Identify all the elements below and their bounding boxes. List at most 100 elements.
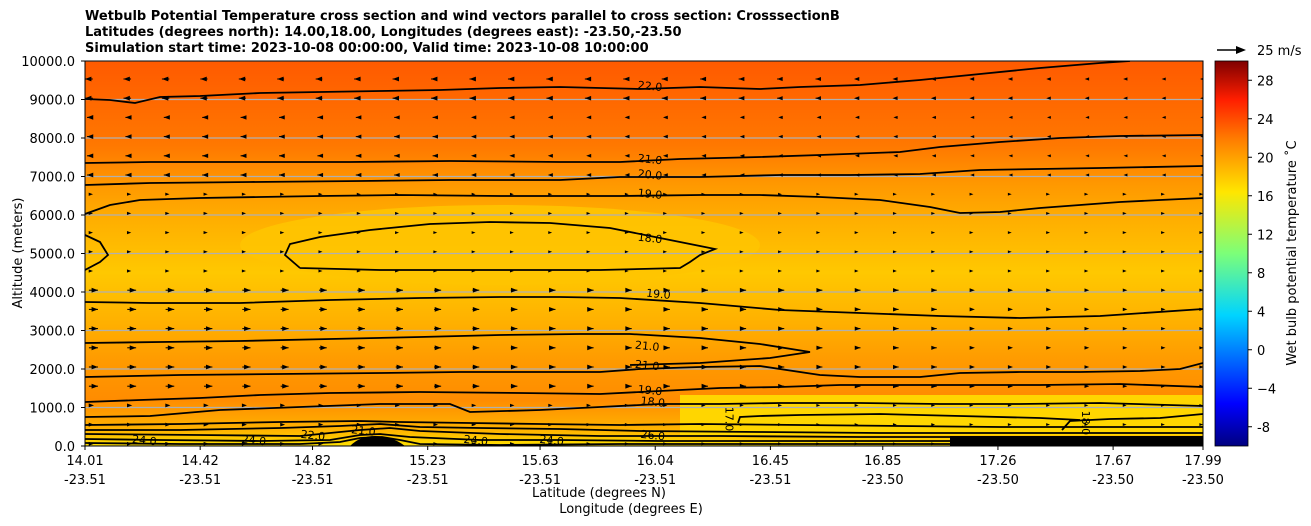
wind-vector-arrow: [548, 403, 553, 408]
x-tick-lon-label: -23.51: [64, 473, 106, 488]
wind-vector-arrow: [1200, 77, 1203, 81]
x-tick-lat-label: 14.82: [294, 454, 331, 469]
contour-label: 17.0: [722, 407, 735, 432]
y-axis-label: Altitude (meters): [11, 198, 26, 309]
wind-vector-arrow: [624, 153, 630, 158]
wind-vector-arrow: [165, 192, 170, 196]
y-tick-label: 10000.0: [21, 55, 75, 70]
wind-vector-arrow: [1161, 96, 1166, 100]
contour-label: 21.0: [634, 358, 660, 373]
colorbar-tick-label: 4: [1257, 305, 1265, 320]
x-tick-lat-label: 17.67: [1095, 454, 1132, 469]
x-tick-lat-label: 17.99: [1184, 454, 1221, 469]
wind-vector-arrow: [1161, 288, 1166, 292]
wind-vector-arrow: [1122, 365, 1128, 369]
wind-vector-arrow: [892, 96, 898, 101]
wind-vector-arrow: [1199, 365, 1203, 369]
wind-vector-arrow: [1007, 423, 1012, 427]
wind-vector-arrow: [854, 211, 859, 215]
wind-vector-arrow: [165, 250, 170, 254]
wind-vector-arrow: [854, 96, 860, 101]
wind-vector-arrow: [701, 154, 707, 158]
surface-dark-band: [950, 436, 1203, 446]
wind-vector-arrow: [624, 250, 629, 254]
wind-vector-arrow: [1046, 307, 1052, 312]
y-axis: 0.0 1000.0 2000.0 3000.0 4000.0 5000.0 6000.0 7…: [21, 55, 85, 455]
wind-vector-arrow: [854, 231, 859, 235]
wind-vector-arrow: [280, 231, 285, 235]
x-tick-lat-label: 16.04: [637, 454, 674, 469]
wind-vector-arrow: [1007, 250, 1012, 254]
core-18-region: [240, 205, 760, 285]
title-line-2: Latitudes (degrees north): 14.00,18.00, …: [85, 25, 682, 40]
contour-19-lower: [85, 296, 1203, 319]
wind-vector-arrow: [127, 403, 133, 408]
contour-labels: 22.021.020.019.018.019.021.021.019.018.0…: [131, 79, 1092, 448]
wind-vector-arrow: [1122, 403, 1127, 407]
wind-vector-arrow: [1007, 211, 1012, 215]
x-axis: 14.01 -23.51 14.42 -23.51 14.82 -23.51 15.23 -2…: [64, 446, 1224, 488]
contour-20: [85, 165, 1203, 186]
wind-vector-arrow: [701, 269, 706, 273]
wind-vector-arrow: [280, 269, 285, 273]
wind-vectors: [85, 76, 1203, 446]
wind-vector-arrow: [739, 250, 744, 254]
colorbar-tick-label: 20: [1257, 151, 1274, 166]
wind-vector-arrow: [165, 231, 170, 235]
wind-vector-arrow: [1084, 250, 1089, 254]
wind-vector-arrow: [969, 192, 974, 196]
wind-vector-arrow: [318, 231, 323, 235]
wind-vector-arrow: [1047, 135, 1051, 139]
wind-vector-arrow: [1161, 326, 1166, 331]
vector-key: 25 m/s: [1217, 44, 1302, 59]
wind-vector-arrow: [1161, 365, 1166, 369]
contour-label: 24.0: [131, 433, 157, 448]
wind-vector-arrow: [1007, 192, 1012, 196]
wind-vector-arrow: [548, 250, 553, 254]
y-tick-label: 8000.0: [30, 132, 76, 147]
contour-19-upper: [85, 194, 1203, 215]
wind-vector-arrow: [280, 192, 285, 196]
wind-vector-arrow: [970, 173, 975, 177]
wind-vector-arrow: [1123, 173, 1128, 177]
wind-vector-arrow: [471, 134, 477, 139]
contour-label: 21.0: [351, 423, 377, 438]
wind-vector-arrow: [969, 250, 974, 254]
wind-vector-arrow: [1085, 173, 1090, 177]
wind-vector-arrow: [969, 365, 975, 369]
wind-vector-arrow: [739, 134, 745, 139]
wind-vector-arrow: [395, 250, 399, 254]
wind-vector-arrow: [970, 154, 975, 158]
x-tick-lat-label: 14.42: [182, 454, 219, 469]
wind-vector-arrow: [624, 173, 630, 177]
wind-vector-arrow: [126, 211, 132, 216]
wind-vector-arrow: [241, 422, 247, 427]
wind-vector-arrow: [969, 423, 974, 427]
wind-vector-arrow: [1007, 326, 1013, 331]
wind-vector-arrow: [241, 269, 246, 273]
contour-label: 18.0: [637, 231, 663, 246]
colorbar-tick-label: -8: [1257, 421, 1270, 436]
wind-vector-arrow: [1007, 96, 1013, 100]
wind-vector-arrow: [1007, 307, 1013, 312]
wind-vector-arrow: [701, 211, 706, 215]
wind-vector-arrow: [1007, 269, 1012, 273]
wind-vector-arrow: [778, 403, 783, 407]
wind-vector-arrow: [624, 269, 629, 273]
wind-vector-arrow: [892, 192, 897, 196]
x-tick-lat-label: 15.23: [409, 454, 446, 469]
wind-vector-arrow: [778, 269, 782, 273]
wind-vector-arrow: [586, 250, 591, 254]
contour-surface-4: [85, 433, 1203, 442]
wind-vector-arrow: [1084, 307, 1090, 312]
colorbar-tick-label: 0: [1257, 344, 1265, 359]
wind-vector-arrow: [931, 269, 936, 273]
wind-vector-arrow: [1084, 77, 1090, 81]
contour-21-upper: [85, 134, 1203, 164]
wind-vector-arrow: [701, 250, 706, 254]
wind-vector-arrow: [1046, 231, 1050, 235]
wind-vector-arrow: [1161, 211, 1165, 215]
wind-vector-arrow: [663, 173, 668, 177]
x-tick-lon-label: -23.50: [1092, 473, 1134, 488]
wind-vector-arrow: [701, 115, 707, 120]
